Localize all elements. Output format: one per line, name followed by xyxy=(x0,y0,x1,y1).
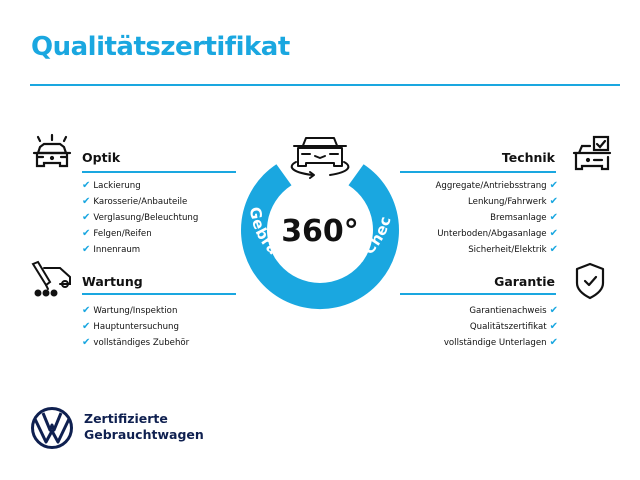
item-label: Garantienachweis xyxy=(469,306,547,316)
logo-line-2: Gebrauchtwagen xyxy=(84,427,204,442)
item-label: Unterboden/Abgasanlage xyxy=(437,229,547,239)
check-icon: ✔ xyxy=(82,337,91,348)
item-label: Felgen/Reifen xyxy=(93,229,152,239)
list-item: ✔ vollständiges Zubehör xyxy=(82,335,189,351)
check-icon: ✔ xyxy=(549,337,558,348)
technik-divider xyxy=(400,171,556,173)
item-label: Lackierung xyxy=(93,181,141,191)
list-item: ✔ Lackierung xyxy=(82,178,198,194)
item-label: vollständige Unterlagen xyxy=(443,338,547,348)
item-label: Lenkung/Fahrwerk xyxy=(468,197,547,207)
check-icon: ✔ xyxy=(549,321,558,332)
list-item: Qualitätszertifikat ✔ xyxy=(444,319,558,335)
item-label: Hauptuntersuchung xyxy=(93,322,179,332)
wartung-divider xyxy=(82,293,236,295)
check-icon: ✔ xyxy=(549,196,558,207)
list-item: ✔ Verglasung/Beleuchtung xyxy=(82,210,198,226)
item-label: Verglasung/Beleuchtung xyxy=(93,213,199,223)
logo-text: Zertifizierte Gebrauchtwagen xyxy=(84,411,204,443)
service-tools-icon xyxy=(31,260,71,297)
section-heading-garantie: Garantie xyxy=(494,274,555,289)
section-heading-technik: Technik xyxy=(501,150,555,165)
item-label: Karosserie/Anbauteile xyxy=(93,197,188,207)
section-heading-optik: Optik xyxy=(82,150,121,165)
item-label: Qualitätszertifikat xyxy=(469,322,547,332)
shield-check-icon xyxy=(575,262,605,300)
item-label: Sicherheit/Elektrik xyxy=(468,245,547,255)
list-item: Bremsanlage ✔ xyxy=(436,210,558,226)
list-item: vollständige Unterlagen ✔ xyxy=(444,335,558,351)
item-label: vollständiges Zubehör xyxy=(93,338,190,348)
list-item: ✔ Wartung/Inspektion xyxy=(82,303,189,319)
list-item: ✔ Hauptuntersuchung xyxy=(82,319,189,335)
technik-list: Aggregate/Antriebsstrang ✔ Lenkung/Fahrwe… xyxy=(436,178,558,258)
list-item: ✔ Felgen/Reifen xyxy=(82,226,198,242)
garantie-list: Garantienachweis ✔ Qualitätszertifikat ✔ v… xyxy=(444,303,558,351)
check-icon: ✔ xyxy=(82,180,91,191)
car-lights-icon xyxy=(32,133,72,168)
page-title: Qualitätszertifikat xyxy=(31,32,290,62)
check-icon: ✔ xyxy=(549,180,558,191)
badge-ring xyxy=(241,164,399,310)
vw-logo xyxy=(31,407,73,449)
check-icon: ✔ xyxy=(82,321,91,332)
item-label: Wartung/Inspektion xyxy=(93,306,178,316)
section-heading-wartung: Wartung xyxy=(82,274,143,289)
360-check-badge: Gebrauchtwagen-Check 360° xyxy=(220,120,399,310)
check-icon: ✔ xyxy=(82,228,91,239)
item-label: Bremsanlage xyxy=(490,213,547,223)
list-item: Unterboden/Abgasanlage ✔ xyxy=(436,226,558,242)
optik-list: ✔ Lackierung ✔ Karosserie/Anbauteile ✔ Verg… xyxy=(82,178,198,258)
list-item: ✔ Karosserie/Anbauteile xyxy=(82,194,198,210)
car-checkbox-icon xyxy=(572,135,612,171)
check-icon: ✔ xyxy=(549,228,558,239)
check-icon: ✔ xyxy=(82,244,91,255)
check-icon: ✔ xyxy=(82,212,91,223)
item-label: Aggregate/Antriebsstrang xyxy=(435,181,547,191)
garantie-divider xyxy=(400,293,556,295)
check-icon: ✔ xyxy=(549,305,558,316)
title-divider xyxy=(30,84,620,86)
item-label: Innenraum xyxy=(93,245,141,255)
check-icon: ✔ xyxy=(82,196,91,207)
check-icon: ✔ xyxy=(549,244,558,255)
list-item: Lenkung/Fahrwerk ✔ xyxy=(436,194,558,210)
check-icon: ✔ xyxy=(549,212,558,223)
badge-number: 360° xyxy=(281,214,359,249)
list-item: ✔ Innenraum xyxy=(82,242,198,258)
wartung-list: ✔ Wartung/Inspektion ✔ Hauptuntersuchung ✔… xyxy=(82,303,189,351)
list-item: Sicherheit/Elektrik ✔ xyxy=(436,242,558,258)
logo-line-1: Zertifizierte xyxy=(84,411,168,426)
optik-divider xyxy=(82,171,236,173)
list-item: Garantienachweis ✔ xyxy=(444,303,558,319)
car-rotate-icon xyxy=(290,137,350,179)
check-icon: ✔ xyxy=(82,305,91,316)
list-item: Aggregate/Antriebsstrang ✔ xyxy=(436,178,558,194)
